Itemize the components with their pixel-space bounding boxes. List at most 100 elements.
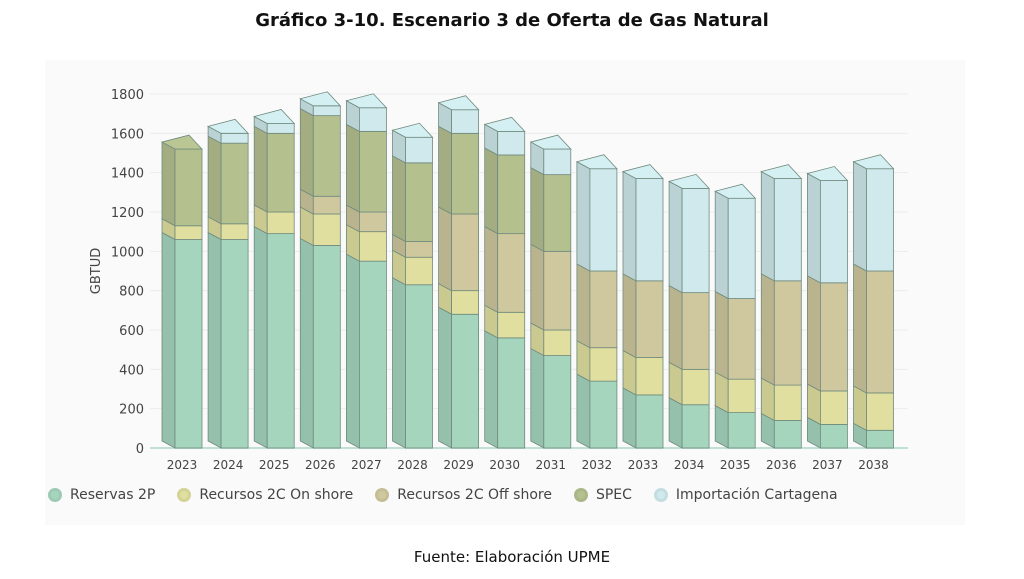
bar-segment-recursos-2c-on-shore <box>220 223 249 240</box>
bar-side-spec <box>299 107 314 197</box>
x-tick-label: 2034 <box>674 458 705 472</box>
bar-stack-2024 <box>207 118 250 449</box>
legend-swatch-icon <box>177 488 192 502</box>
x-tick-label: 2028 <box>397 458 428 472</box>
bar-side-spec <box>207 135 222 225</box>
bar-segment-recursos-2c-off-shore <box>312 195 341 215</box>
bar-stack-2026 <box>299 91 342 449</box>
y-tick-label: 400 <box>119 363 144 378</box>
legend-label: Recursos 2C Off shore <box>397 487 552 503</box>
x-tick-label: 2023 <box>167 458 198 472</box>
y-tick-label: 1200 <box>111 206 144 221</box>
bar-segment-importación-cartagena <box>220 132 249 144</box>
y-tick-label: 1600 <box>111 127 144 142</box>
bar-segment-recursos-2c-on-shore <box>866 392 894 431</box>
legend-item[interactable]: SPEC <box>573 487 632 503</box>
bar-segment-reservas-2p <box>681 404 710 449</box>
bar-segment-importación-cartagena <box>543 148 572 176</box>
bar-segment-recursos-2c-on-shore <box>635 357 664 396</box>
bar-segment-recursos-2c-off-shore <box>866 270 894 394</box>
x-tick-label: 2038 <box>858 458 889 472</box>
x-tick-label: 2037 <box>812 458 843 472</box>
bar-segment-importación-cartagena <box>312 105 341 117</box>
bar-side-importación-cartagena <box>714 190 729 300</box>
legend-swatch-icon <box>48 488 62 502</box>
bar-segment-reservas-2p <box>866 429 894 449</box>
bar-top-face <box>391 122 434 138</box>
bar-stack-2029 <box>437 95 480 449</box>
bar-top-face <box>806 166 849 181</box>
bar-segment-importación-cartagena <box>773 178 802 282</box>
bar-side-recursos-2c-on-shore <box>622 349 637 396</box>
bar-side-recursos-2c-off-shore <box>668 284 683 371</box>
bar-segment-spec <box>266 132 295 213</box>
bar-segment-recursos-2c-off-shore <box>727 298 756 380</box>
bar-side-recursos-2c-off-shore <box>530 243 545 331</box>
bar-segment-importación-cartagena <box>358 107 387 132</box>
bar-top-face <box>760 164 803 179</box>
bar-segment-recursos-2c-on-shore <box>312 213 341 246</box>
bar-side-recursos-2c-off-shore <box>438 206 453 292</box>
bar-segment-importación-cartagena <box>451 109 480 134</box>
legend-item[interactable]: Reservas 2P <box>48 487 155 503</box>
bar-segment-recursos-2c-on-shore <box>497 311 526 339</box>
bar-segment-recursos-2c-off-shore <box>451 213 480 292</box>
bar-segment-recursos-2c-on-shore <box>727 378 756 413</box>
bar-side-spec <box>438 125 453 215</box>
y-tick-label: 1400 <box>111 167 144 182</box>
bar-side-spec <box>484 147 499 235</box>
bar-stack-2028 <box>391 122 434 449</box>
bar-top-face <box>345 93 388 109</box>
bar-side-recursos-2c-off-shore <box>853 263 867 394</box>
bar-side-reservas-2p <box>668 397 683 449</box>
bar-top-face <box>253 109 296 124</box>
x-tick-label: 2032 <box>582 458 613 472</box>
bar-segment-reservas-2p <box>451 313 480 449</box>
bar-top-face <box>668 173 711 189</box>
bar-segment-reservas-2p <box>635 394 664 449</box>
y-tick-label: 800 <box>119 285 144 300</box>
bar-segment-spec <box>543 174 572 252</box>
source-footer: Fuente: Elaboración UPME <box>413 548 611 566</box>
bar-segment-importación-cartagena <box>866 168 894 272</box>
bar-segment-reservas-2p <box>589 380 618 449</box>
bar-stack-2025 <box>253 109 296 449</box>
legend-swatch-icon <box>375 488 390 502</box>
bar-segment-importación-cartagena <box>266 123 295 134</box>
x-tick-label: 2024 <box>213 458 244 472</box>
bar-side-recursos-2c-off-shore <box>576 263 591 349</box>
bar-segment-recursos-2c-on-shore <box>266 211 295 235</box>
legend: Reservas 2P Recursos 2C On shore Recursos … <box>48 487 838 503</box>
bar-stack-2034 <box>668 173 711 449</box>
bar-segment-importación-cartagena <box>405 136 433 164</box>
x-tick-label: 2030 <box>489 458 520 472</box>
bar-stack-2030 <box>483 116 526 449</box>
bar-segment-recursos-2c-off-shore <box>497 233 526 313</box>
bar-stack-2038 <box>852 154 895 449</box>
y-tick-label: 0 <box>136 442 144 457</box>
x-tick-label: 2027 <box>351 458 382 472</box>
bar-side-importación-cartagena <box>807 172 821 284</box>
y-tick-label: 200 <box>119 403 144 418</box>
bar-side-importación-cartagena <box>668 180 683 294</box>
legend-item[interactable]: Recursos 2C On shore <box>177 487 353 503</box>
bar-stack-2032 <box>575 154 618 449</box>
y-tick-label: 600 <box>119 324 144 339</box>
bar-side-reservas-2p <box>530 347 545 449</box>
bar-segment-reservas-2p <box>727 412 756 449</box>
bar-side-recursos-2c-off-shore <box>760 273 775 386</box>
bar-segment-recursos-2c-off-shore <box>635 280 664 358</box>
bar-segment-recursos-2c-off-shore <box>405 241 433 258</box>
bar-segment-reservas-2p <box>820 423 848 449</box>
legend-item[interactable]: Importación Cartagena <box>653 487 838 503</box>
bar-stack-2036 <box>760 164 803 449</box>
legend-item[interactable]: Recursos 2C Off shore <box>375 487 552 503</box>
bar-stack-2033 <box>621 164 664 449</box>
bar-segment-spec <box>174 148 203 227</box>
bar-side-recursos-2c-off-shore <box>484 225 499 313</box>
bar-side-importación-cartagena <box>576 161 591 272</box>
bar-segment-reservas-2p <box>358 260 387 449</box>
bar-top-face <box>207 118 250 134</box>
bar-segment-spec <box>497 154 526 235</box>
bar-top-face <box>529 134 572 150</box>
